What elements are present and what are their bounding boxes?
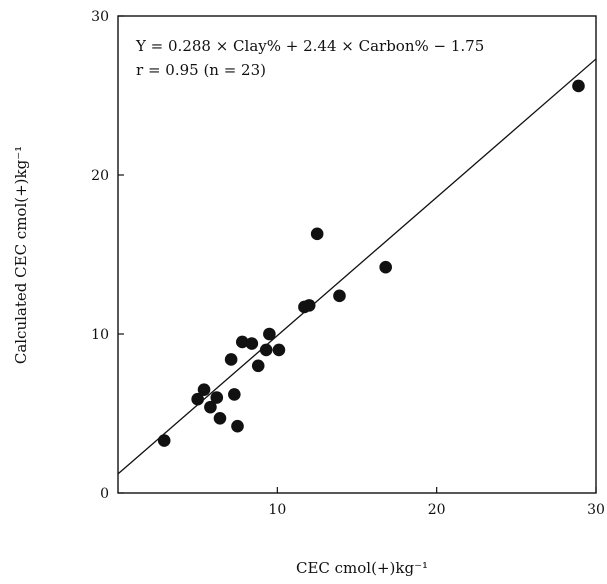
data-point	[302, 299, 316, 312]
y-axis-label: Calculated CEC cmol(+)kg⁻¹	[12, 146, 30, 364]
y-tick-label: 10	[91, 327, 109, 343]
x-axis-label: CEC cmol(+)kg⁻¹	[296, 559, 428, 577]
correlation-annotation: r = 0.95 (n = 23)	[136, 61, 266, 79]
data-point	[251, 359, 265, 373]
data-point	[228, 388, 241, 401]
plot-border	[117, 15, 597, 494]
data-points	[157, 79, 585, 447]
data-point	[333, 289, 346, 303]
x-tick-label: 10	[268, 502, 286, 518]
y-axis: 0 10 20 30	[91, 9, 124, 502]
data-point	[224, 353, 238, 366]
regression-line-group	[117, 58, 597, 475]
data-point	[197, 383, 211, 396]
regression-equation: Y = 0.288 × Clay% + 2.44 × Carbon% − 1.7…	[135, 37, 484, 55]
y-tick-label: 30	[91, 9, 109, 25]
data-point	[210, 391, 224, 404]
regression-line	[117, 58, 597, 475]
data-point	[157, 434, 171, 447]
data-point	[235, 335, 249, 349]
data-point	[245, 337, 259, 350]
y-tick-label: 0	[100, 486, 109, 502]
x-tick-label: 30	[587, 502, 605, 518]
plot-area	[117, 15, 597, 494]
data-point	[379, 260, 392, 274]
data-point	[572, 79, 585, 93]
x-axis: 10 20 30	[268, 487, 605, 518]
x-tick-label: 20	[428, 502, 446, 518]
data-point	[310, 227, 324, 241]
data-point	[263, 327, 276, 341]
data-point	[231, 419, 244, 433]
data-point	[272, 343, 286, 357]
data-point	[191, 392, 204, 406]
y-tick-label: 20	[91, 168, 109, 184]
data-point	[259, 343, 273, 357]
data-point	[204, 400, 217, 414]
data-point	[213, 411, 227, 425]
